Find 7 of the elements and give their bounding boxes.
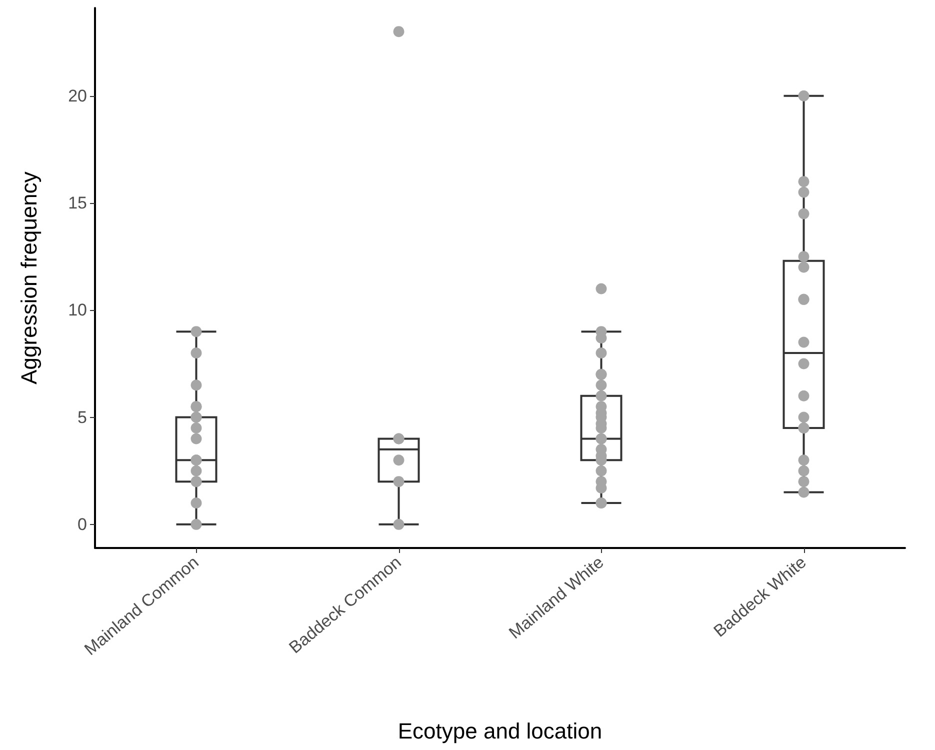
y-tick-label: 15 bbox=[68, 194, 87, 212]
y-tick-label: 20 bbox=[68, 86, 87, 106]
y-axis-title: Aggression frequency bbox=[16, 172, 42, 384]
y-tick-label: 0 bbox=[78, 514, 87, 534]
y-tick-label: 10 bbox=[68, 300, 87, 320]
x-axis-title: Ecotype and location bbox=[398, 718, 602, 744]
y-tick-label: 5 bbox=[78, 408, 87, 427]
